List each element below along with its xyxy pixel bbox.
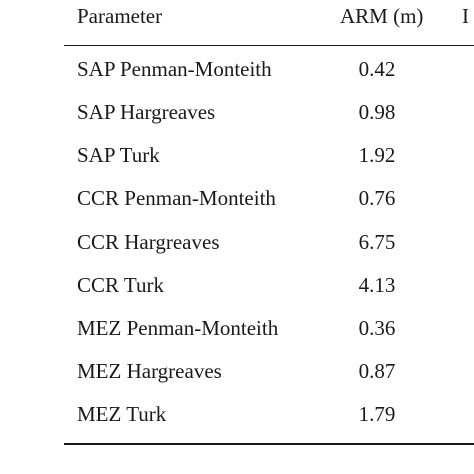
row-parameter: MEZ Hargreaves <box>77 359 222 383</box>
header-parameter: Parameter <box>77 4 163 28</box>
row-arm-value: 0.42 <box>358 57 396 81</box>
row-arm-value: 1.92 <box>358 143 396 167</box>
row-parameter: SAP Turk <box>77 143 160 167</box>
table-row: MEZ Penman-Monteith 0.36 <box>0 316 474 359</box>
row-parameter: SAP Penman-Monteith <box>77 57 272 81</box>
row-parameter: MEZ Penman-Monteith <box>77 316 279 340</box>
table-row: MEZ Hargreaves 0.87 <box>0 359 474 402</box>
row-parameter: MEZ Turk <box>77 402 167 426</box>
row-arm-value: 4.13 <box>358 273 396 297</box>
bottom-rule <box>64 443 474 445</box>
table-row: CCR Turk 4.13 <box>0 273 474 316</box>
table-row: SAP Penman-Monteith 0.42 <box>0 57 474 100</box>
row-arm-value: 0.76 <box>358 186 396 210</box>
row-parameter: CCR Penman-Monteith <box>77 186 276 210</box>
table-row: CCR Hargreaves 6.75 <box>0 230 474 273</box>
row-parameter: SAP Hargreaves <box>77 100 216 124</box>
table-row: CCR Penman-Monteith 0.76 <box>0 186 474 229</box>
row-parameter: CCR Turk <box>77 273 164 297</box>
table-row: SAP Hargreaves 0.98 <box>0 100 474 143</box>
header-arm: ARM (m) <box>340 4 424 28</box>
row-parameter: CCR Hargreaves <box>77 230 220 254</box>
row-arm-value: 0.36 <box>358 316 396 340</box>
table-row: MEZ Turk 1.79 <box>0 402 474 445</box>
row-arm-value: 0.98 <box>358 100 396 124</box>
header-clipped: I <box>462 4 469 28</box>
row-arm-value: 6.75 <box>358 230 396 254</box>
row-arm-value: 0.87 <box>358 359 396 383</box>
row-arm-value: 1.79 <box>358 402 396 426</box>
header-rule <box>64 45 474 47</box>
table-row: SAP Turk 1.92 <box>0 143 474 186</box>
